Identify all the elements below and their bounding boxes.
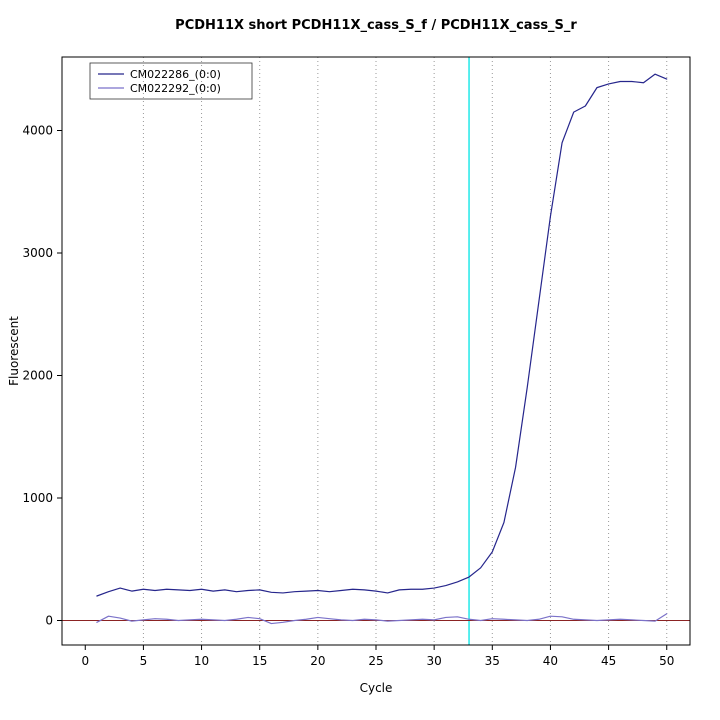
- x-tick-label: 20: [310, 654, 325, 668]
- y-tick-label: 2000: [22, 369, 53, 383]
- legend-box: [89, 62, 253, 100]
- x-tick-label: 40: [543, 654, 558, 668]
- x-tick-label: 5: [140, 654, 148, 668]
- y-tick-label: 3000: [22, 246, 53, 260]
- chart-title: PCDH11X short PCDH11X_cass_S_f / PCDH11X…: [175, 18, 577, 33]
- y-tick-label: 0: [45, 614, 53, 628]
- legend-label: CM022286_(0:0): [130, 68, 221, 81]
- x-tick-label: 0: [81, 654, 89, 668]
- x-tick-label: 10: [194, 654, 209, 668]
- x-tick-label: 25: [368, 654, 383, 668]
- x-tick-label: 50: [659, 654, 674, 668]
- x-tick-label: 30: [427, 654, 442, 668]
- x-tick-label: 45: [601, 654, 616, 668]
- series-line-1: [96, 73, 668, 597]
- x-tick-label: 35: [485, 654, 500, 668]
- x-axis-label: Cycle: [359, 681, 393, 695]
- y-tick-label: 1000: [22, 491, 53, 505]
- x-tick-label: 15: [252, 654, 267, 668]
- series-line-2: [96, 613, 668, 625]
- legend-label: CM022292_(0:0): [130, 82, 221, 95]
- y-tick-label: 4000: [22, 124, 53, 138]
